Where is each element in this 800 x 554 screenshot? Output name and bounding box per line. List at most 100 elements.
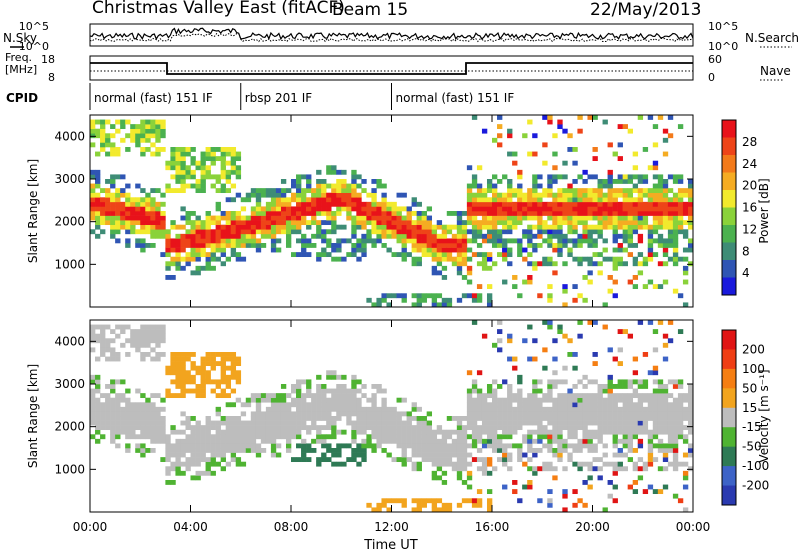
velocity-cell <box>316 393 322 399</box>
velocity-cell <box>155 429 161 435</box>
power-cell <box>647 252 654 258</box>
power-cell <box>667 115 674 120</box>
velocity-cell <box>105 397 111 403</box>
power-cell <box>145 197 151 203</box>
velocity-cell <box>416 461 422 467</box>
velocity-cell <box>497 434 503 440</box>
velocity-cell <box>592 416 598 421</box>
velocity-cell <box>316 461 322 467</box>
power-cell <box>235 211 242 216</box>
power-cell <box>426 215 433 221</box>
velocity-cell <box>301 443 307 449</box>
velocity-cell <box>110 416 116 421</box>
power-cell <box>592 201 598 207</box>
power-cell <box>552 229 558 235</box>
velocity-cell <box>301 402 307 408</box>
power-cell <box>215 238 221 244</box>
power-cell <box>502 211 508 216</box>
velocity-cell <box>436 425 443 431</box>
power-cell <box>230 243 237 248</box>
power-cell <box>155 128 161 134</box>
velocity-cell <box>150 347 156 353</box>
velocity-cell <box>647 393 654 399</box>
velocity-cell <box>135 411 141 417</box>
velocity-cell <box>572 434 578 440</box>
velocity-cell <box>95 379 101 385</box>
colorbar-segment <box>722 207 736 226</box>
velocity-cell <box>627 443 634 449</box>
velocity-cell <box>552 475 558 481</box>
power-cell <box>230 151 237 157</box>
power-cell <box>421 233 427 239</box>
velocity-cell <box>165 452 171 458</box>
power-cell <box>617 261 623 267</box>
velocity-cell <box>306 448 312 453</box>
power-cell <box>547 188 553 194</box>
velocity-cell <box>270 443 277 449</box>
velocity-cell <box>682 484 689 490</box>
power-cell <box>301 211 307 216</box>
velocity-cell <box>125 411 131 417</box>
velocity-cell <box>532 402 538 408</box>
velocity-cell <box>411 448 417 453</box>
velocity-cell <box>567 425 573 431</box>
power-cell <box>632 206 639 212</box>
power-cell <box>466 265 473 271</box>
velocity-cell <box>225 461 232 467</box>
power-cell <box>657 183 664 189</box>
velocity-cell <box>190 379 196 385</box>
velocity-cell <box>637 393 644 399</box>
velocity-cell <box>115 379 121 385</box>
power-cell <box>622 229 628 235</box>
velocity-cell <box>502 434 508 440</box>
velocity-cell <box>381 397 387 403</box>
velocity-cell <box>411 402 417 408</box>
velocity-cell <box>225 374 232 380</box>
power-cell <box>301 238 307 244</box>
power-cell <box>190 174 196 180</box>
power-cell <box>401 238 407 244</box>
velocity-cell <box>125 388 131 394</box>
velocity-cell <box>351 434 357 440</box>
velocity-cell <box>366 438 372 444</box>
velocity-cell <box>200 425 206 431</box>
velocity-cell <box>296 434 302 440</box>
power-cell <box>486 215 493 221</box>
velocity-cell <box>652 370 659 376</box>
velocity-cell <box>185 379 191 385</box>
velocity-cell <box>572 406 578 412</box>
power-cell <box>391 215 397 221</box>
power-cell <box>306 243 312 248</box>
velocity-cell <box>632 425 639 431</box>
power-cell <box>200 165 206 171</box>
velocity-cell <box>361 448 367 453</box>
velocity-cell <box>381 448 387 453</box>
velocity-cell <box>195 420 201 426</box>
velocity-cell <box>617 461 623 467</box>
velocity-cell <box>285 443 292 449</box>
power-cell <box>150 197 156 203</box>
velocity-cell <box>250 420 257 426</box>
power-cell <box>296 238 302 244</box>
power-cell <box>175 147 181 152</box>
velocity-cell <box>617 384 623 389</box>
power-cell <box>316 211 322 216</box>
velocity-cell <box>225 379 232 385</box>
power-cell <box>667 256 674 262</box>
velocity-cell <box>687 393 694 399</box>
velocity-cell <box>532 420 538 426</box>
power-cell <box>562 220 568 226</box>
power-cell <box>446 256 453 262</box>
power-cell <box>95 183 101 189</box>
velocity-cell <box>321 406 327 412</box>
power-cell <box>100 206 106 212</box>
power-cell <box>406 215 412 221</box>
power-cell <box>135 229 141 235</box>
power-cell <box>547 297 553 303</box>
power-cell <box>562 160 568 166</box>
velocity-cell <box>446 448 453 453</box>
velocity-cell <box>411 507 417 513</box>
velocity-cell <box>291 402 297 408</box>
velocity-cell <box>497 397 503 403</box>
power-cell <box>672 243 679 248</box>
